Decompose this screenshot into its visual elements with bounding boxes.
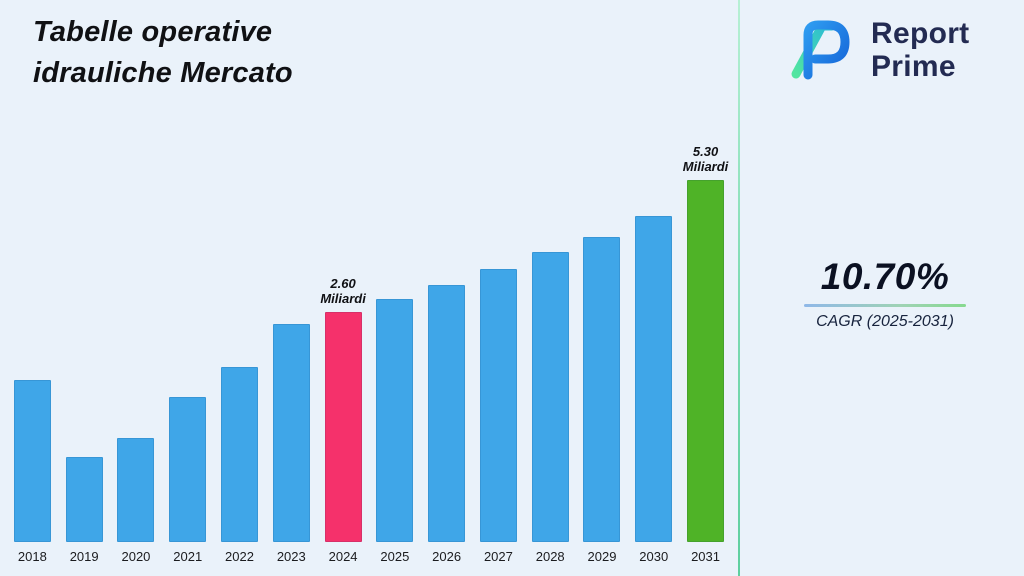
x-axis-label-2021: 2021 [173, 549, 203, 564]
bar-cell-2026: 2026 [427, 122, 466, 564]
bar-2030 [635, 216, 673, 542]
bar-cell-2031: 5.30 Miliardi 2031 [683, 122, 729, 564]
bar-cell-2018: 2018 [13, 122, 52, 564]
bar-2019 [65, 457, 103, 542]
bar-cell-2022: 2022 [220, 122, 259, 564]
cagr-underline [804, 304, 966, 307]
report-prime-logo-icon [791, 20, 850, 80]
x-axis-label-2028: 2028 [535, 549, 565, 564]
bar-area [531, 122, 570, 542]
bar-area [375, 122, 414, 542]
bar-cell-2021: 2021 [168, 122, 207, 564]
bar-cell-2019: 2019 [65, 122, 104, 564]
x-axis-label-2026: 2026 [432, 549, 462, 564]
bar-2029 [583, 237, 621, 542]
brand: Report Prime [782, 12, 969, 88]
bar-2028 [531, 252, 569, 542]
bar-2021 [169, 397, 207, 542]
bar-area [65, 122, 104, 542]
bar-cell-2029: 2029 [583, 122, 622, 564]
bar-2025 [376, 299, 414, 542]
bar-chart: 2018 2019 2020 2021 2022 2023 2.60 Miliardi 2024… [13, 122, 729, 564]
bar-annotation-2031: 5.30 Miliardi [682, 144, 729, 174]
bar-cell-2030: 2030 [634, 122, 673, 564]
cagr-label: CAGR (2025-2031) [816, 313, 954, 330]
bar-area [220, 122, 259, 542]
x-axis-label-2031: 2031 [691, 549, 720, 564]
bar-area [168, 122, 207, 542]
bar-2027 [479, 269, 517, 542]
bar-area: 2.60 Miliardi [320, 122, 366, 542]
x-axis-label-2018: 2018 [17, 549, 47, 564]
x-axis-label-2029: 2029 [587, 549, 617, 564]
bar-area [634, 122, 673, 542]
right-panel: Report Prime 10.70% CAGR (2025-2031) [740, 0, 1024, 576]
bar-2031 [687, 180, 725, 542]
bar-2023 [272, 324, 310, 542]
bar-cell-2025: 2025 [375, 122, 414, 564]
cagr-block: 10.70% CAGR (2025-2031) [804, 256, 966, 331]
bar-2018 [13, 380, 51, 542]
x-axis-label-2020: 2020 [121, 549, 151, 564]
bar-2026 [428, 285, 466, 542]
bar-cell-2024: 2.60 Miliardi 2024 [320, 122, 366, 564]
page-title: Tabelle operative idrauliche Mercato [33, 12, 293, 94]
bar-area [427, 122, 466, 542]
brand-name-line1: Report [871, 17, 970, 50]
bar-cell-2023: 2023 [272, 122, 311, 564]
bar-area [583, 122, 622, 542]
page-title-line1: Tabelle operative [33, 16, 273, 48]
brand-name-line2: Prime [871, 50, 956, 83]
bar-area: 5.30 Miliardi [683, 122, 728, 542]
bar-annotation-2024: 2.60 Miliardi [320, 276, 366, 306]
x-axis-label-2027: 2027 [483, 549, 513, 564]
bar-area [272, 122, 311, 542]
bar-cell-2028: 2028 [531, 122, 570, 564]
bar-2022 [221, 367, 259, 542]
bar-2024 [324, 312, 362, 542]
x-axis-label-2023: 2023 [276, 549, 306, 564]
bar-2020 [117, 438, 155, 542]
x-axis-label-2019: 2019 [69, 549, 99, 564]
x-axis-label-2030: 2030 [639, 549, 669, 564]
cagr-value: 10.70% [820, 256, 950, 297]
x-axis-label-2024: 2024 [328, 549, 358, 564]
bar-cell-2027: 2027 [479, 122, 518, 564]
bar-cell-2020: 2020 [117, 122, 156, 564]
page-title-line2: idrauliche Mercato [33, 57, 293, 89]
x-axis-label-2022: 2022 [225, 549, 254, 564]
bar-area [479, 122, 518, 542]
bar-area [117, 122, 156, 542]
bar-area [13, 122, 52, 542]
x-axis-label-2025: 2025 [380, 549, 410, 564]
vertical-divider [738, 0, 740, 576]
brand-name: Report Prime [871, 17, 969, 83]
